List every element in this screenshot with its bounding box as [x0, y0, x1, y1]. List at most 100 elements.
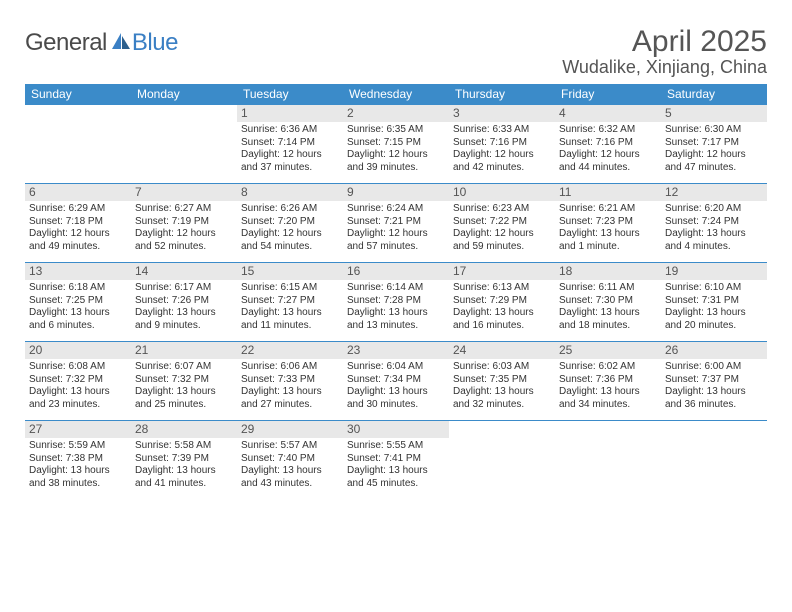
daylight-text: Daylight: 13 hours and 6 minutes.: [27, 307, 129, 332]
day-number: 18: [555, 263, 661, 280]
sunrise-text: Sunrise: 6:36 AM: [239, 124, 341, 137]
day-number: 10: [449, 184, 555, 201]
sunrise-text: Sunrise: 6:27 AM: [133, 203, 235, 216]
daylight-text: Daylight: 13 hours and 30 minutes.: [345, 386, 447, 411]
day-number: 29: [237, 421, 343, 438]
sunset-text: Sunset: 7:15 PM: [345, 137, 447, 150]
day-header: Tuesday: [237, 84, 343, 105]
calendar-cell: 17 Sunrise: 6:13 AMSunset: 7:29 PMDayligh…: [449, 263, 555, 341]
calendar-cell: 24Sunrise: 6:03 AMSunset: 7:35 PMDayligh…: [449, 342, 555, 420]
sunset-text: Sunset: 7:29 PM: [451, 295, 553, 308]
sunrise-text: Sunrise: 6:11 AM: [557, 282, 659, 295]
calendar: SundayMondayTuesdayWednesdayThursdayFrid…: [25, 84, 767, 499]
calendar-cell: 26Sunrise: 6:00 AMSunset: 7:37 PMDayligh…: [661, 342, 767, 420]
calendar-week: 13Sunrise: 6:18 AMSunset: 7:25 PMDayligh…: [25, 262, 767, 341]
sunrise-text: Sunrise: 6:17 AM: [133, 282, 235, 295]
logo-text-general: General: [25, 29, 107, 57]
sunset-text: Sunset: 7:33 PM: [239, 374, 341, 387]
day-header: Friday: [555, 84, 661, 105]
sunset-text: Sunset: 7:16 PM: [557, 137, 659, 150]
calendar-cell: 18Sunrise: 6:11 AMSunset: 7:30 PMDayligh…: [555, 263, 661, 341]
calendar-cell: 23Sunrise: 6:04 AMSunset: 7:34 PMDayligh…: [343, 342, 449, 420]
logo-text-blue: Blue: [132, 29, 178, 57]
header: General Blue April 2025 Wudalike, Xinjia…: [25, 25, 767, 78]
sunset-text: Sunset: 7:14 PM: [239, 137, 341, 150]
daylight-text: Daylight: 13 hours and 11 minutes.: [239, 307, 341, 332]
sunset-text: Sunset: 7:40 PM: [239, 453, 341, 466]
day-header: Sunday: [25, 84, 131, 105]
calendar-cell: 28Sunrise: 5:58 AMSunset: 7:39 PMDayligh…: [131, 421, 237, 499]
sunrise-text: Sunrise: 6:03 AM: [451, 361, 553, 374]
daylight-text: Daylight: 13 hours and 27 minutes.: [239, 386, 341, 411]
daylight-text: Daylight: 13 hours and 9 minutes.: [133, 307, 235, 332]
sunrise-text: Sunrise: 6:07 AM: [133, 361, 235, 374]
daylight-text: Daylight: 12 hours and 47 minutes.: [663, 149, 765, 174]
daylight-text: Daylight: 12 hours and 39 minutes.: [345, 149, 447, 174]
day-header: Monday: [131, 84, 237, 105]
page-title: April 2025: [562, 25, 767, 59]
location-label: Wudalike, Xinjiang, China: [562, 57, 767, 78]
sunrise-text: Sunrise: 5:57 AM: [239, 440, 341, 453]
sunset-text: Sunset: 7:20 PM: [239, 216, 341, 229]
calendar-week: 1Sunrise: 6:36 AMSunset: 7:14 PMDaylight…: [25, 105, 767, 183]
calendar-cell: 20Sunrise: 6:08 AMSunset: 7:32 PMDayligh…: [25, 342, 131, 420]
daylight-text: Daylight: 13 hours and 25 minutes.: [133, 386, 235, 411]
title-block: April 2025 Wudalike, Xinjiang, China: [562, 25, 767, 78]
day-number: 2: [343, 105, 449, 122]
sail-icon: [110, 31, 132, 56]
daylight-text: Daylight: 13 hours and 16 minutes.: [451, 307, 553, 332]
day-number: 22: [237, 342, 343, 359]
sunrise-text: Sunrise: 6:00 AM: [663, 361, 765, 374]
calendar-cell: 14Sunrise: 6:17 AMSunset: 7:26 PMDayligh…: [131, 263, 237, 341]
day-number: 15: [237, 263, 343, 280]
daylight-text: Daylight: 13 hours and 18 minutes.: [557, 307, 659, 332]
sunset-text: Sunset: 7:32 PM: [133, 374, 235, 387]
sunrise-text: Sunrise: 6:13 AM: [451, 282, 553, 295]
calendar-cell: 2Sunrise: 6:35 AMSunset: 7:15 PMDaylight…: [343, 105, 449, 183]
day-number: 3: [449, 105, 555, 122]
sunrise-text: Sunrise: 6:32 AM: [557, 124, 659, 137]
day-number: 23: [343, 342, 449, 359]
sunset-text: Sunset: 7:28 PM: [345, 295, 447, 308]
sunset-text: Sunset: 7:24 PM: [663, 216, 765, 229]
daylight-text: Daylight: 13 hours and 45 minutes.: [345, 465, 447, 490]
day-number: 6: [25, 184, 131, 201]
day-headers: SundayMondayTuesdayWednesdayThursdayFrid…: [25, 84, 767, 105]
sunrise-text: Sunrise: 6:24 AM: [345, 203, 447, 216]
daylight-text: Daylight: 13 hours and 23 minutes.: [27, 386, 129, 411]
day-number: 17: [449, 263, 555, 280]
day-number: 25: [555, 342, 661, 359]
daylight-text: Daylight: 12 hours and 52 minutes.: [133, 228, 235, 253]
sunset-text: Sunset: 7:22 PM: [451, 216, 553, 229]
calendar-body: 1Sunrise: 6:36 AMSunset: 7:14 PMDaylight…: [25, 105, 767, 499]
sunset-text: Sunset: 7:26 PM: [133, 295, 235, 308]
day-number: 21: [131, 342, 237, 359]
calendar-cell: [449, 421, 555, 499]
sunset-text: Sunset: 7:35 PM: [451, 374, 553, 387]
sunset-text: Sunset: 7:27 PM: [239, 295, 341, 308]
sunset-text: Sunset: 7:31 PM: [663, 295, 765, 308]
day-number: 9: [343, 184, 449, 201]
sunset-text: Sunset: 7:18 PM: [27, 216, 129, 229]
calendar-cell: 13Sunrise: 6:18 AMSunset: 7:25 PMDayligh…: [25, 263, 131, 341]
daylight-text: Daylight: 13 hours and 20 minutes.: [663, 307, 765, 332]
calendar-week: 20Sunrise: 6:08 AMSunset: 7:32 PMDayligh…: [25, 341, 767, 420]
sunset-text: Sunset: 7:36 PM: [557, 374, 659, 387]
daylight-text: Daylight: 13 hours and 41 minutes.: [133, 465, 235, 490]
sunset-text: Sunset: 7:17 PM: [663, 137, 765, 150]
calendar-cell: 27Sunrise: 5:59 AMSunset: 7:38 PMDayligh…: [25, 421, 131, 499]
day-number: 12: [661, 184, 767, 201]
calendar-cell: 8Sunrise: 6:26 AMSunset: 7:20 PMDaylight…: [237, 184, 343, 262]
calendar-cell: 6Sunrise: 6:29 AMSunset: 7:18 PMDaylight…: [25, 184, 131, 262]
calendar-cell: 19Sunrise: 6:10 AMSunset: 7:31 PMDayligh…: [661, 263, 767, 341]
daylight-text: Daylight: 12 hours and 59 minutes.: [451, 228, 553, 253]
day-number: 11: [555, 184, 661, 201]
day-number: 7: [131, 184, 237, 201]
sunrise-text: Sunrise: 5:59 AM: [27, 440, 129, 453]
sunrise-text: Sunrise: 6:02 AM: [557, 361, 659, 374]
day-number: 5: [661, 105, 767, 122]
sunrise-text: Sunrise: 6:33 AM: [451, 124, 553, 137]
calendar-cell: 5Sunrise: 6:30 AMSunset: 7:17 PMDaylight…: [661, 105, 767, 183]
sunrise-text: Sunrise: 6:06 AM: [239, 361, 341, 374]
sunset-text: Sunset: 7:16 PM: [451, 137, 553, 150]
